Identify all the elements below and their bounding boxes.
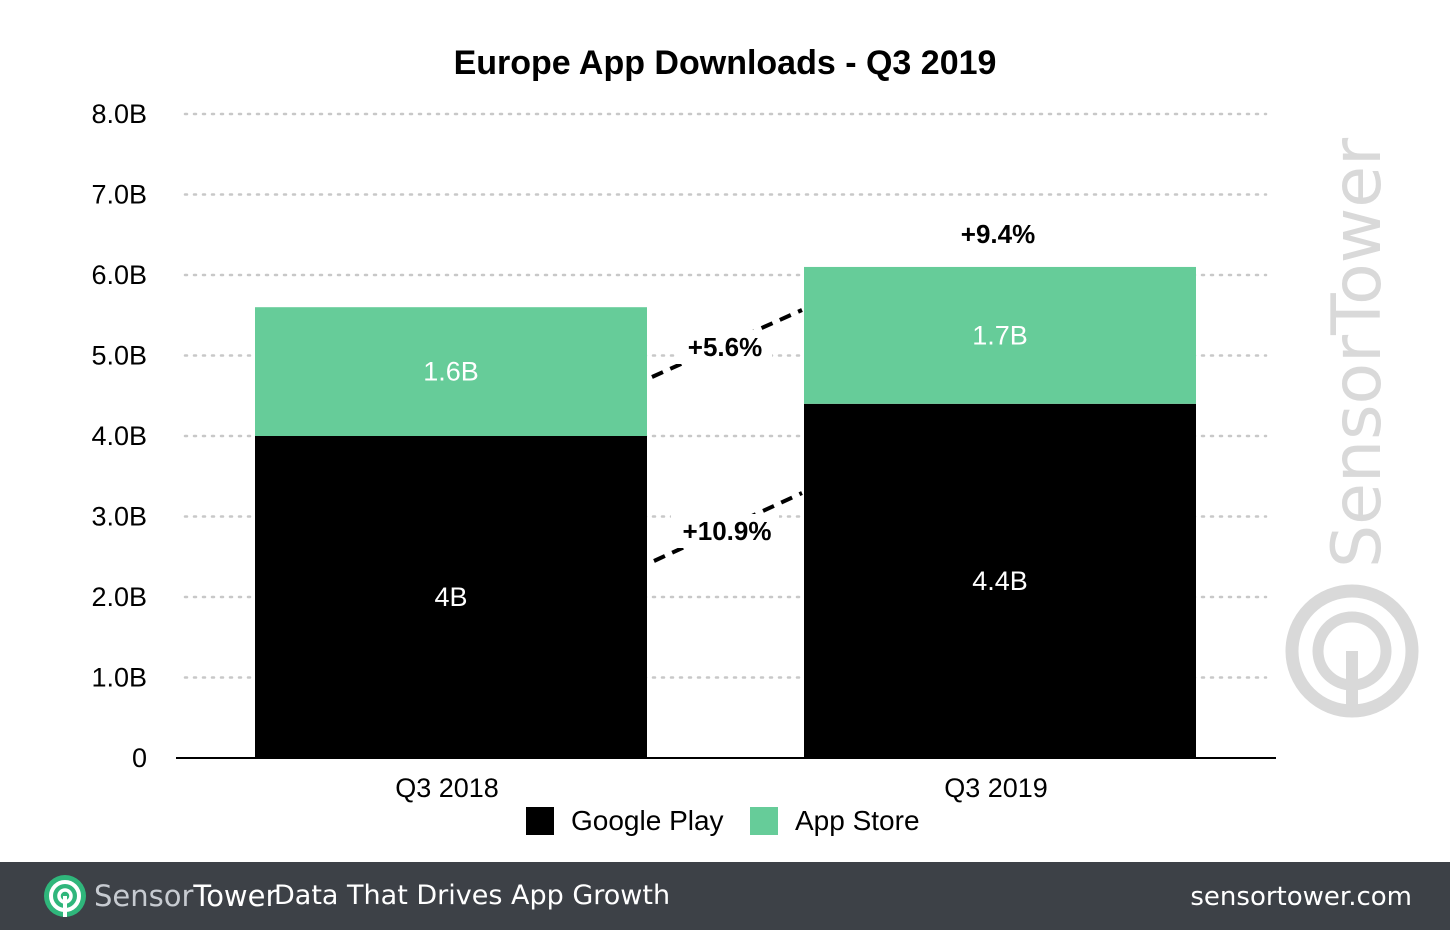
bar-value-label: 4.4B	[972, 566, 1028, 596]
sensortower-logo-icon	[44, 875, 86, 917]
google-play-growth-label: +10.9%	[683, 516, 772, 546]
bar-google-play	[255, 436, 647, 758]
footer-tagline: Data That Drives App Growth	[274, 880, 671, 911]
chart: Europe App Downloads - Q3 2019 0 1.0B 2.0B…	[91, 44, 1419, 836]
bar-value-label: 1.7B	[972, 320, 1028, 350]
footer-brand-tower: Tower	[193, 879, 278, 913]
watermark-logo-icon	[1285, 584, 1419, 718]
y-tick-label: 8.0B	[91, 99, 147, 129]
y-tick-label: 3.0B	[91, 502, 147, 532]
bar-google-play	[804, 403, 1196, 758]
legend: Google Play App Store	[526, 805, 920, 836]
legend-swatch-google-play	[526, 807, 554, 835]
bar-app-store	[255, 307, 647, 436]
footer-brand-sensor: Sensor	[94, 879, 194, 913]
y-tick-label: 6.0B	[91, 260, 147, 290]
google-play-growth-bg	[671, 514, 779, 548]
footer-brand: SensorTower	[94, 878, 277, 914]
legend-swatch-app-store	[750, 807, 778, 835]
y-tick-label: 0	[132, 743, 147, 773]
app-store-growth-bg	[676, 330, 772, 364]
chart-title: Europe App Downloads - Q3 2019	[454, 44, 997, 82]
x-tick-label: Q3 2019	[944, 773, 1048, 803]
sensortower-watermark: SensorTower	[1285, 138, 1419, 718]
y-tick-label: 1.0B	[91, 663, 147, 693]
footer-url: sensortower.com	[1190, 882, 1412, 912]
bars: 4B 1.6B 4.4B 1.7B	[255, 266, 1196, 758]
y-tick-label: 7.0B	[91, 180, 147, 210]
y-tick-label: 4.0B	[91, 421, 147, 451]
bar-value-label: 1.6B	[423, 357, 479, 387]
bar-app-store	[804, 266, 1196, 404]
growth-annotations: +5.6% +10.9% +9.4%	[651, 219, 1035, 563]
x-tick-label: Q3 2018	[395, 773, 499, 803]
footer-bar: SensorTower Data That Drives App Growth …	[0, 862, 1450, 930]
y-axis-ticks: 0 1.0B 2.0B 3.0B 4.0B 5.0B 6.0B 7.0B 8.0B	[91, 99, 147, 773]
app-store-growth-label: +5.6%	[688, 332, 762, 362]
x-axis-ticks: Q3 2018 Q3 2019	[395, 773, 1048, 803]
total-growth-label: +9.4%	[961, 219, 1035, 249]
legend-label-app-store: App Store	[795, 805, 920, 836]
legend-label-google-play: Google Play	[571, 805, 724, 836]
y-tick-label: 2.0B	[91, 582, 147, 612]
watermark-text: SensorTower	[1318, 138, 1397, 568]
y-tick-label: 5.0B	[91, 341, 147, 371]
bar-value-label: 4B	[434, 582, 467, 612]
